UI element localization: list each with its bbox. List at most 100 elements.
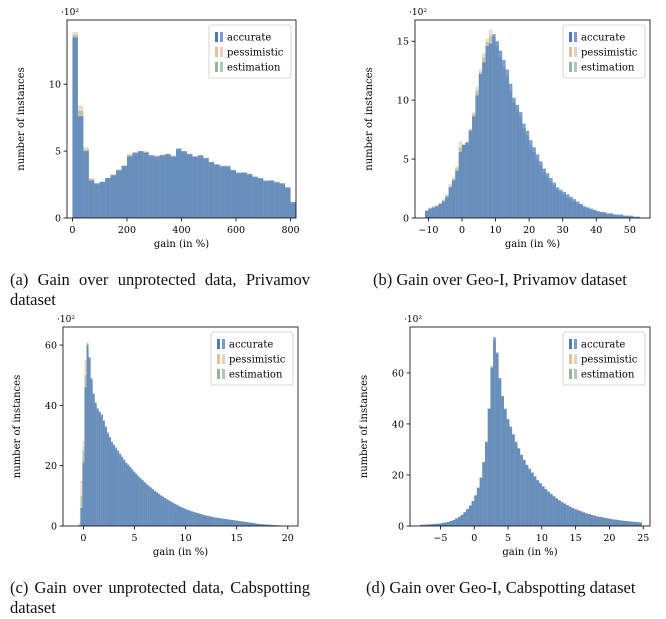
bar-accurate-2 bbox=[431, 207, 436, 218]
bar-accurate-77 bbox=[235, 520, 238, 526]
bar-accurate-30 bbox=[139, 478, 142, 526]
legend-swatch-accurate-b bbox=[574, 32, 577, 42]
bar-accurate-19 bbox=[176, 148, 182, 218]
x-tick-label: 0 bbox=[471, 533, 477, 544]
y-tick-label: 0 bbox=[403, 213, 409, 224]
bar-accurate-65 bbox=[211, 516, 214, 526]
legend-swatch-pessimistic bbox=[569, 354, 572, 364]
legend-swatch-accurate bbox=[569, 339, 572, 349]
legend-swatch-accurate-b bbox=[222, 339, 225, 349]
bar-accurate-19 bbox=[488, 43, 493, 218]
bar-accurate-39 bbox=[285, 187, 291, 218]
x-axis-label: gain (in %) bbox=[502, 547, 557, 558]
y-tick-label: 0 bbox=[398, 521, 404, 532]
y-tick-label: 40 bbox=[45, 401, 57, 412]
y-axis-label: number of instances bbox=[16, 67, 27, 170]
bar-accurate-31 bbox=[141, 479, 144, 526]
bar-accurate-51 bbox=[558, 500, 561, 526]
bar-accurate-0 bbox=[72, 37, 78, 218]
caption-b: (b) Gain over Geo-I, Privamov dataset bbox=[373, 270, 627, 289]
x-tick-label: 20 bbox=[282, 533, 294, 544]
bar-accurate-39 bbox=[556, 187, 560, 218]
bar-accurate-72 bbox=[225, 519, 228, 526]
bar-accurate-52 bbox=[184, 508, 187, 526]
bar-accurate-16 bbox=[463, 512, 467, 526]
bar-accurate-75 bbox=[231, 519, 234, 526]
bar-accurate-67 bbox=[601, 517, 605, 526]
legend-swatch-estimation-b bbox=[222, 369, 225, 379]
bar-accurate-6 bbox=[105, 177, 111, 218]
legend-swatch-estimation bbox=[215, 62, 218, 72]
x-tick-label: 600 bbox=[227, 225, 245, 236]
bar-accurate-29 bbox=[498, 378, 502, 526]
bar-accurate-78 bbox=[631, 521, 634, 526]
bar-accurate-18 bbox=[115, 447, 118, 526]
bar-accurate-15 bbox=[475, 95, 479, 218]
bar-accurate-48 bbox=[176, 504, 179, 526]
legend-swatch-estimation-b bbox=[220, 62, 223, 72]
bar-accurate-62 bbox=[205, 515, 208, 526]
bar-accurate-78 bbox=[237, 520, 240, 526]
caption-d: (d) Gain over Geo-I, Cabspotting dataset bbox=[366, 578, 636, 597]
bar-accurate-15 bbox=[154, 156, 160, 218]
y-multiplier: ·10² bbox=[61, 8, 79, 18]
bar-accurate-6 bbox=[436, 523, 440, 526]
bar-accurate-12 bbox=[102, 420, 105, 526]
x-tick-label: −10 bbox=[418, 225, 438, 236]
bar-accurate-61 bbox=[202, 514, 206, 526]
legend-label-estimation: estimation bbox=[581, 63, 635, 74]
bar-accurate-63 bbox=[636, 216, 640, 218]
x-tick-label: −5 bbox=[433, 533, 447, 544]
bar-accurate-7 bbox=[448, 187, 452, 218]
bar-accurate-27 bbox=[219, 165, 226, 218]
bar-accurate-24 bbox=[505, 69, 509, 218]
bar-accurate-81 bbox=[639, 522, 642, 526]
legend-swatch-estimation bbox=[217, 369, 220, 379]
bar-accurate-19 bbox=[471, 501, 475, 526]
bar-accurate-79 bbox=[239, 521, 242, 526]
x-tick-label: 0 bbox=[69, 225, 75, 236]
x-tick-label: 20 bbox=[603, 533, 615, 544]
bar-accurate-9 bbox=[121, 165, 127, 218]
bar-accurate-70 bbox=[609, 518, 613, 526]
bar-accurate-5 bbox=[99, 181, 106, 218]
bar-accurate-18 bbox=[485, 45, 489, 219]
bar-accurate-4 bbox=[430, 524, 434, 526]
bar-accurate-22 bbox=[498, 50, 503, 218]
bar-accurate-54 bbox=[188, 510, 191, 526]
x-tick-label: 10 bbox=[490, 225, 502, 236]
bar-accurate-24 bbox=[203, 157, 209, 218]
bar-accurate-33 bbox=[535, 154, 540, 218]
bar-accurate-35 bbox=[263, 180, 269, 218]
bar-accurate-43 bbox=[536, 480, 540, 526]
bar-accurate-31 bbox=[503, 408, 507, 526]
bar-accurate-23 bbox=[502, 60, 506, 218]
legend-swatch-pessimistic bbox=[217, 354, 220, 364]
bar-accurate-92 bbox=[266, 524, 269, 526]
bar-accurate-5 bbox=[441, 201, 446, 218]
plot-frame bbox=[414, 19, 651, 219]
x-tick-label: 0 bbox=[459, 225, 465, 236]
bar-accurate-49 bbox=[589, 208, 593, 218]
bar-accurate-30 bbox=[501, 395, 504, 526]
legend: accurate pessimistic estimation bbox=[208, 24, 292, 79]
bar-accurate-64 bbox=[209, 516, 212, 526]
bar-accurate-16 bbox=[478, 74, 483, 219]
bar-accurate-52 bbox=[560, 502, 564, 526]
series-accurate bbox=[425, 34, 640, 219]
bar-accurate-3 bbox=[84, 387, 87, 526]
bar-accurate-77 bbox=[628, 521, 632, 526]
bar-accurate-34 bbox=[539, 161, 543, 218]
bar-accurate-50 bbox=[180, 507, 183, 526]
bar-accurate-88 bbox=[258, 523, 261, 526]
bar-accurate-23 bbox=[482, 462, 486, 526]
bar-accurate-56 bbox=[192, 511, 195, 526]
bar-accurate-10 bbox=[447, 521, 450, 526]
y-tick-label: 60 bbox=[392, 368, 404, 379]
bar-accurate-53 bbox=[186, 509, 189, 526]
y-tick-label: 60 bbox=[45, 340, 57, 351]
bar-accurate-62 bbox=[587, 514, 591, 526]
x-tick-label: 20 bbox=[523, 225, 535, 236]
bar-accurate-21 bbox=[476, 487, 480, 526]
y-tick-label: 5 bbox=[55, 147, 61, 158]
